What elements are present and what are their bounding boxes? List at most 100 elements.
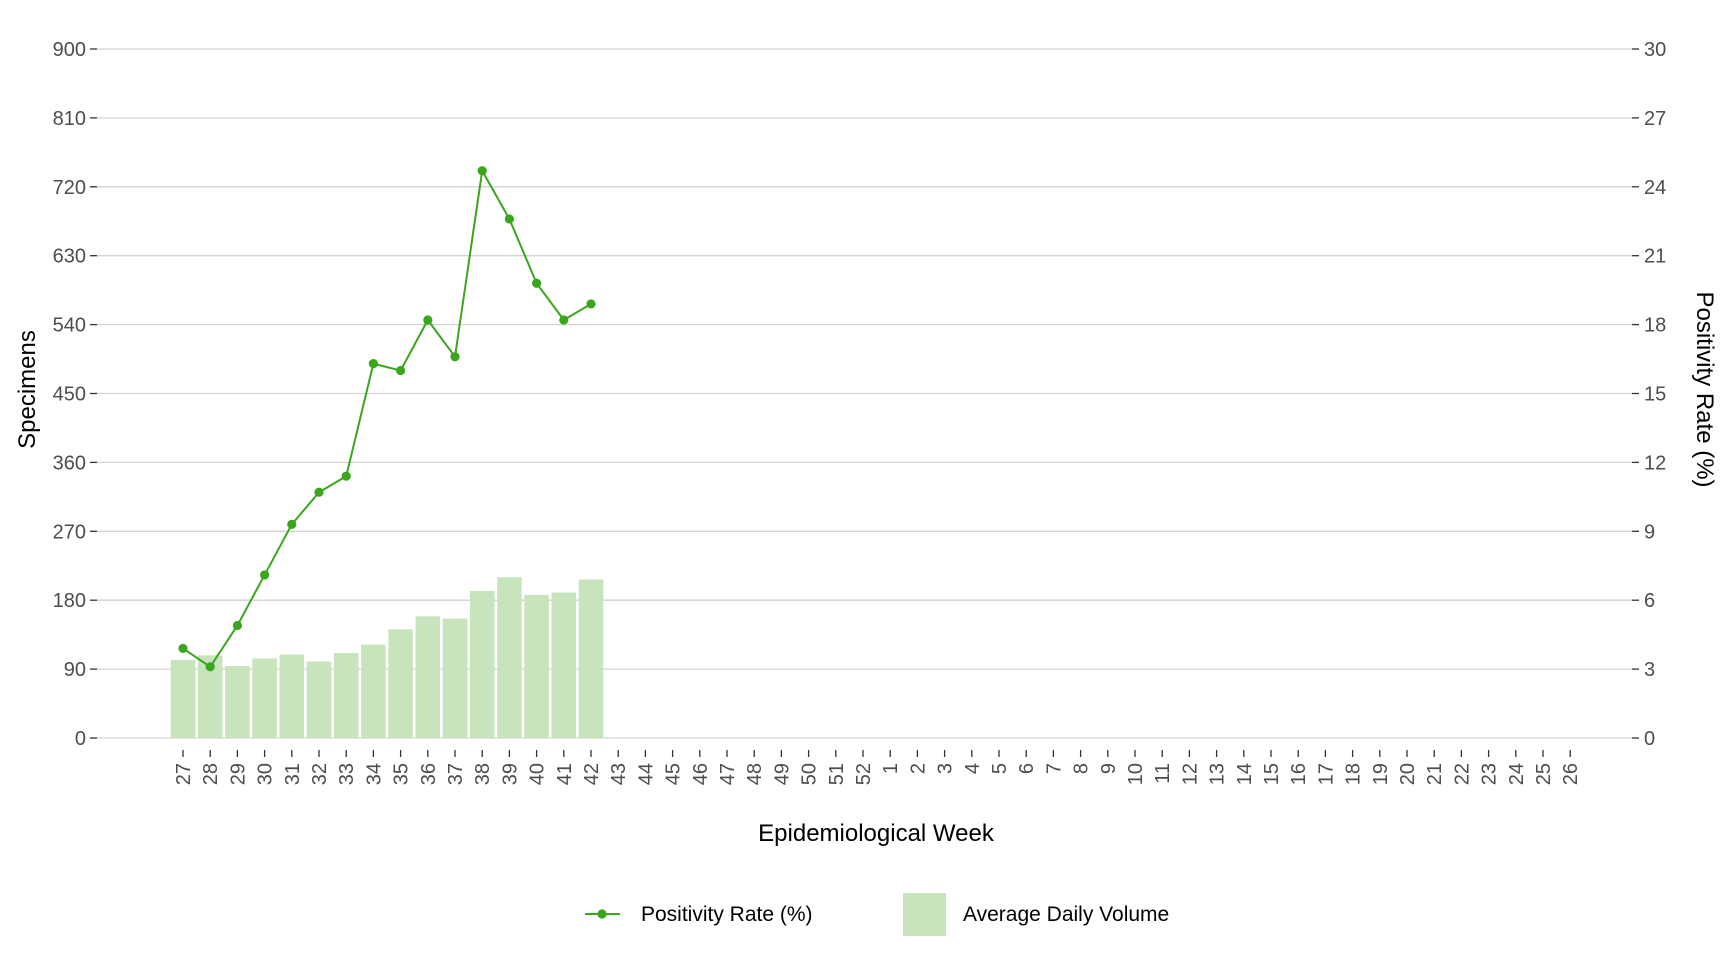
positivity-point — [232, 620, 242, 631]
x-tick-label: 7 — [1043, 763, 1065, 774]
right-tick-label: 30 — [1644, 39, 1666, 61]
right-tick-label: 21 — [1644, 246, 1666, 268]
volume-bar — [415, 616, 441, 738]
positivity-point — [205, 662, 215, 672]
positivity-line — [178, 166, 596, 672]
positivity-polyline — [182, 167, 592, 669]
legend-label-volume: Average Daily Volume — [963, 903, 1169, 926]
volume-bar — [252, 658, 277, 738]
x-tick-label: 51 — [826, 763, 848, 785]
volume-bar — [388, 629, 413, 738]
volume-bar — [442, 618, 468, 738]
x-tick-label: 14 — [1234, 763, 1256, 785]
left-tick-label: 360 — [53, 452, 86, 474]
left-axis-title: Specimens — [14, 330, 41, 449]
left-tick-label: 450 — [53, 384, 86, 406]
x-tick-label: 18 — [1343, 763, 1365, 785]
x-tick-label: 44 — [635, 763, 657, 785]
legend-bar-key — [903, 893, 946, 936]
x-tick-label: 35 — [391, 763, 413, 785]
x-tick-label: 47 — [717, 763, 739, 785]
volume-bar — [361, 644, 386, 738]
x-tick-label: 16 — [1288, 763, 1310, 785]
right-tick-label: 6 — [1644, 590, 1655, 612]
x-tick-label: 8 — [1071, 763, 1093, 774]
left-tick-label: 720 — [53, 177, 86, 199]
x-tick-label: 32 — [309, 763, 331, 785]
positivity-point — [314, 487, 324, 497]
x-tick-label: 34 — [363, 763, 385, 785]
left-tick-label: 630 — [53, 246, 86, 268]
volume-bar — [333, 653, 359, 738]
left-tick-label: 90 — [64, 659, 86, 681]
x-tick-label: 21 — [1424, 763, 1446, 785]
right-tick-label: 3 — [1644, 659, 1655, 681]
x-tick-label: 9 — [1098, 763, 1120, 774]
x-tick-label: 4 — [962, 763, 984, 774]
volume-bar — [279, 654, 305, 738]
right-tick-label: 0 — [1644, 728, 1655, 750]
legend-line-marker — [597, 909, 607, 919]
left-axis: 0 90 180 270 360 450 540 630 720 810 900 — [53, 39, 97, 750]
gridlines — [97, 48, 1632, 739]
left-tick-label: 270 — [53, 521, 86, 543]
x-tick-label: 2 — [907, 763, 929, 774]
positivity-point — [504, 214, 514, 224]
x-tick-label: 42 — [581, 763, 603, 785]
x-tick-label: 40 — [527, 763, 549, 785]
left-tick-label: 810 — [53, 108, 86, 130]
x-tick-label: 49 — [771, 763, 793, 785]
x-tick-label: 31 — [282, 763, 304, 785]
x-tick-label: 20 — [1397, 763, 1419, 785]
positivity-point — [396, 365, 406, 376]
positivity-point — [178, 643, 188, 654]
positivity-point — [450, 352, 460, 362]
legend-label-positivity: Positivity Rate (%) — [641, 903, 813, 926]
x-axis: 27 28 29 30 31 32 33 34 35 36 37 38 39 40 41 42 43 44 45 46… — [173, 750, 1582, 785]
volume-bar — [524, 594, 549, 738]
positivity-point — [368, 359, 378, 369]
positivity-point — [287, 519, 297, 530]
x-tick-label: 23 — [1479, 763, 1501, 785]
x-tick-label: 24 — [1506, 763, 1528, 785]
x-tick-label: 50 — [799, 763, 821, 785]
positivity-point — [477, 166, 487, 176]
positivity-point — [559, 315, 569, 325]
x-tick-label: 37 — [445, 763, 467, 785]
left-tick-label: 540 — [53, 315, 86, 337]
right-axis: 0 3 6 9 12 15 18 21 24 27 30 — [1632, 39, 1666, 750]
x-tick-label: 15 — [1261, 763, 1283, 785]
volume-bars — [170, 577, 604, 738]
x-tick-label: 36 — [418, 763, 440, 785]
x-tick-label: 38 — [472, 763, 494, 785]
x-tick-label: 19 — [1370, 763, 1392, 785]
positivity-point — [586, 299, 596, 309]
x-tick-label: 25 — [1533, 763, 1555, 785]
x-tick-label: 39 — [499, 763, 521, 785]
x-tick-label: 28 — [200, 763, 222, 785]
x-tick-label: 10 — [1125, 763, 1147, 785]
x-tick-label: 46 — [690, 763, 712, 785]
x-tick-label: 52 — [853, 763, 875, 785]
right-tick-label: 15 — [1644, 384, 1666, 406]
right-tick-label: 24 — [1644, 177, 1666, 199]
volume-bar — [469, 591, 495, 738]
right-tick-label: 9 — [1644, 521, 1655, 543]
right-tick-label: 12 — [1644, 452, 1666, 474]
x-tick-label: 6 — [1016, 763, 1038, 774]
right-axis-title: Positivity Rate (%) — [1691, 291, 1718, 487]
positivity-point — [423, 315, 433, 325]
x-tick-label: 41 — [554, 763, 576, 785]
legend: Positivity Rate (%) Average Daily Volume — [585, 893, 1169, 936]
x-tick-label: 11 — [1152, 763, 1174, 784]
volume-bar — [578, 579, 604, 738]
volume-bar — [497, 577, 522, 738]
volume-bar — [306, 661, 332, 738]
right-tick-label: 18 — [1644, 315, 1666, 337]
positivity-point — [341, 471, 351, 481]
positivity-point — [260, 570, 270, 580]
x-tick-label: 43 — [608, 763, 630, 785]
left-tick-label: 180 — [53, 590, 86, 612]
x-tick-label: 3 — [935, 763, 957, 774]
